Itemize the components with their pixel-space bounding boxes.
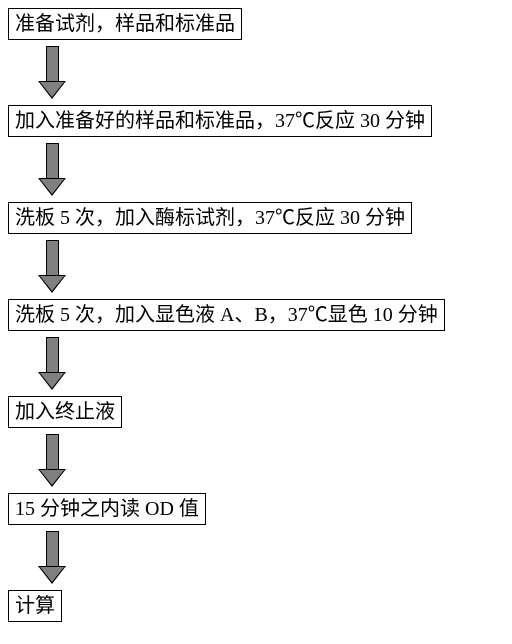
step-box-3: 洗板 5 次，加入酶标试剂，37℃反应 30 分钟 bbox=[8, 202, 412, 234]
step-box-7: 计算 bbox=[8, 590, 62, 622]
step-label: 准备试剂，样品和标准品 bbox=[15, 13, 235, 35]
step-label: 加入终止液 bbox=[15, 401, 115, 423]
arrow-down-icon bbox=[38, 46, 66, 99]
arrow-down-icon bbox=[38, 434, 66, 487]
arrow-down-icon bbox=[38, 240, 66, 293]
flowchart: 准备试剂，样品和标准品 加入准备好的样品和标准品，37℃反应 30 分钟 洗板 … bbox=[8, 8, 504, 622]
step-label: 洗板 5 次，加入显色液 A、B，37℃显色 10 分钟 bbox=[15, 304, 438, 326]
arrow-down-icon bbox=[38, 337, 66, 390]
step-label: 加入准备好的样品和标准品，37℃反应 30 分钟 bbox=[15, 110, 425, 132]
step-label: 洗板 5 次，加入酶标试剂，37℃反应 30 分钟 bbox=[15, 207, 405, 229]
arrow-down-icon bbox=[38, 143, 66, 196]
arrow-down-icon bbox=[38, 531, 66, 584]
step-label: 计算 bbox=[15, 595, 55, 617]
step-box-2: 加入准备好的样品和标准品，37℃反应 30 分钟 bbox=[8, 105, 432, 137]
step-box-4: 洗板 5 次，加入显色液 A、B，37℃显色 10 分钟 bbox=[8, 299, 445, 331]
step-box-6: 15 分钟之内读 OD 值 bbox=[8, 493, 206, 525]
step-label: 15 分钟之内读 OD 值 bbox=[15, 498, 199, 520]
step-box-5: 加入终止液 bbox=[8, 396, 122, 428]
step-box-1: 准备试剂，样品和标准品 bbox=[8, 8, 242, 40]
